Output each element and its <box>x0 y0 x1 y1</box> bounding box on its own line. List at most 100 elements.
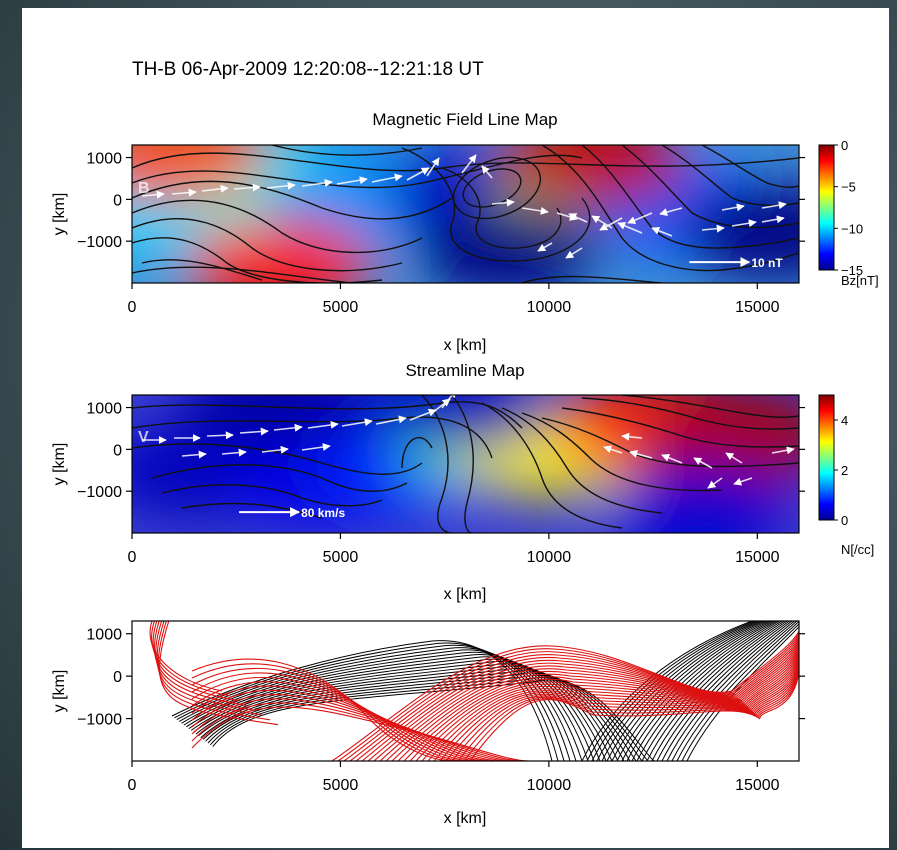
field-line <box>641 621 783 761</box>
field-line <box>207 674 643 761</box>
vector-arrow <box>481 165 493 179</box>
vector-scale-bz: 10 nT <box>689 256 783 270</box>
vector-arrow <box>761 215 785 224</box>
colorbar-tick-label: 0 <box>841 513 848 528</box>
vector-arrow <box>693 457 713 469</box>
field-line <box>631 621 778 761</box>
vector-arrow <box>725 452 743 464</box>
vector-arrow <box>371 173 403 183</box>
streamline <box>331 630 799 761</box>
streamline <box>343 634 799 761</box>
field-line <box>666 621 795 761</box>
vector-scale-bz-label: 10 nT <box>751 256 783 270</box>
x-tick-label: 15000 <box>735 549 780 566</box>
x-tick-label: 0 <box>128 777 137 794</box>
field-sample <box>412 201 603 283</box>
y-tick-label: 1000 <box>86 151 122 168</box>
streamline <box>409 654 799 761</box>
x-tick-label: 5000 <box>323 777 359 794</box>
vector-arrow <box>336 176 368 185</box>
streamline <box>367 641 799 761</box>
colorbar-density-label: N[/cc] <box>841 542 874 557</box>
streamline <box>403 652 799 761</box>
field-line <box>646 621 785 761</box>
y-tick-label: −1000 <box>77 712 122 729</box>
panel-2-letter: V <box>138 429 149 446</box>
vector-arrow <box>627 212 653 224</box>
streamline <box>151 621 231 697</box>
vector-arrow <box>731 219 757 228</box>
streamline <box>156 621 263 716</box>
streamline <box>349 636 799 761</box>
vector-arrow <box>441 395 457 409</box>
vector-arrow <box>171 188 197 197</box>
field-sample <box>182 395 373 452</box>
streamline <box>445 665 799 761</box>
vector-arrow <box>201 184 229 193</box>
vector-arrow <box>341 418 373 427</box>
vector-arrow <box>565 247 583 259</box>
field-sample <box>599 464 790 533</box>
streamline <box>155 621 255 711</box>
field-line <box>636 621 780 761</box>
panel-1-frame <box>131 144 800 284</box>
streamline <box>191 702 523 761</box>
field-line <box>195 663 613 761</box>
streamline <box>391 648 799 761</box>
field-line <box>656 621 790 761</box>
streamline <box>355 638 799 761</box>
x-tick-label: 10000 <box>527 549 572 566</box>
vector-arrow <box>375 415 407 425</box>
field-line <box>676 621 799 761</box>
vector-arrow <box>266 181 296 190</box>
streamline <box>191 685 495 761</box>
streamline <box>191 689 502 761</box>
vector-arrow <box>233 183 261 192</box>
colorbar-bz: 0 −5 −10 −15 Bz[nT] <box>818 138 879 288</box>
panel-1-letter: B <box>138 180 150 197</box>
panel-3-ylabel: y [km] <box>51 670 68 713</box>
vector-arrow <box>629 450 653 459</box>
streamline <box>415 656 799 761</box>
streamline <box>191 694 509 761</box>
x-tick-label: 15000 <box>735 777 780 794</box>
field-line <box>611 621 768 761</box>
panel-2-title: Streamline Map <box>405 361 524 380</box>
vector-scale-velocity-label: 80 km/s <box>301 506 345 520</box>
y-tick-label: 0 <box>113 669 122 686</box>
field-sample <box>495 145 686 206</box>
colorbar-tick-label: 0 <box>841 138 848 153</box>
streamline <box>361 639 799 761</box>
figure-title: TH-B 06-Apr-2009 12:20:08--12:21:18 UT <box>132 59 484 80</box>
colorbar-tick-label: 4 <box>841 413 848 428</box>
streamline <box>379 645 799 761</box>
panel-2-frame <box>131 394 800 534</box>
streamline <box>457 668 799 761</box>
field-line <box>188 656 595 761</box>
vector-arrow <box>707 477 723 489</box>
panel-1-xlabel: x [km] <box>444 337 487 354</box>
panel-2-ylabel: y [km] <box>51 443 68 486</box>
vector-arrow <box>521 206 549 215</box>
vector-arrow <box>426 157 440 177</box>
streamline <box>463 670 799 761</box>
panel-magnetic-field: Magnetic Field Line Map <box>51 110 879 354</box>
vector-arrow <box>661 453 683 464</box>
colorbar-bz-label: Bz[nT] <box>841 273 879 288</box>
field-line <box>681 623 799 761</box>
vector-arrow <box>721 203 745 212</box>
vector-arrow <box>409 408 437 421</box>
vector-arrow <box>273 423 303 432</box>
field-sample <box>182 218 373 283</box>
streamline <box>469 672 799 761</box>
vector-arrow <box>206 431 234 440</box>
x-tick-label: 5000 <box>323 549 359 566</box>
colorbar-tick-label: 2 <box>841 463 848 478</box>
colorbar-tick-label: −15 <box>841 263 863 278</box>
colorbar-density: 4 2 0 N[/cc] <box>818 394 874 557</box>
streamline <box>385 647 799 761</box>
x-tick-label: 15000 <box>735 299 780 316</box>
x-tick-label: 10000 <box>527 777 572 794</box>
panel-3-xlabel: x [km] <box>444 810 487 827</box>
